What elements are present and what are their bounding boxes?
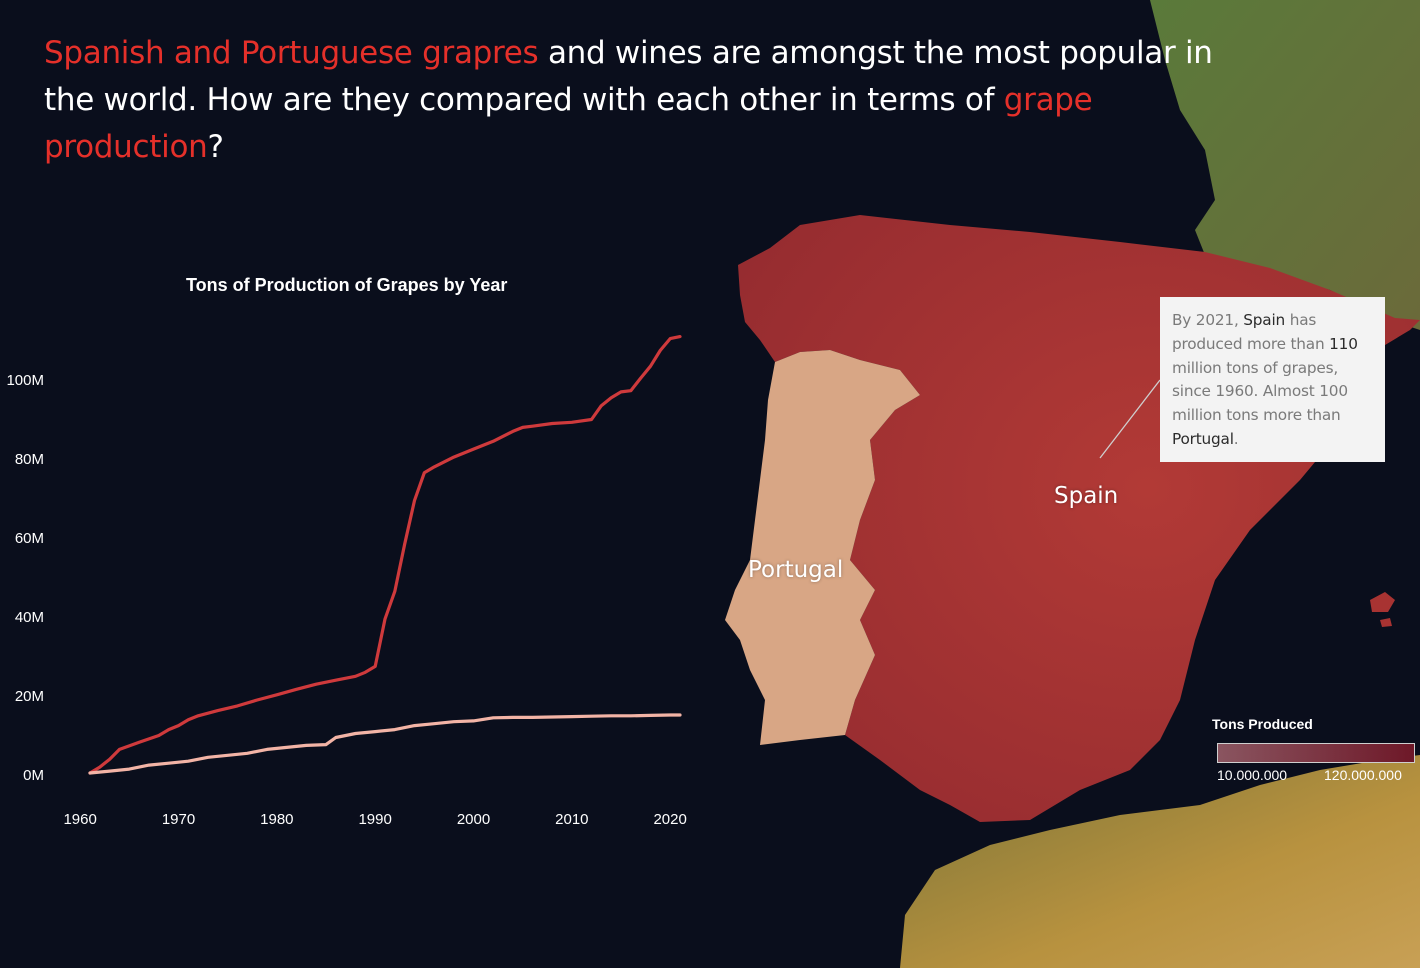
chart-title: Tons of Production of Grapes by Year: [186, 275, 508, 295]
annotation-text-1: By 2021,: [1172, 311, 1239, 329]
annotation-period: .: [1233, 429, 1239, 448]
annotation-value: 110: [1329, 334, 1358, 353]
headline: Spanish and Portuguese grapres and wines…: [44, 30, 1234, 171]
y-tick-label: 0M: [23, 767, 44, 784]
annotation-portugal: Portugal: [1172, 429, 1234, 448]
y-tick-label: 80M: [14, 451, 44, 468]
x-tick-label: 2000: [456, 811, 491, 828]
legend-title: Tons Produced: [1212, 716, 1313, 732]
x-tick-label: 1970: [161, 811, 196, 828]
y-tick-label: 20M: [14, 688, 44, 705]
legend-min-label: 10.000.000: [1217, 767, 1288, 783]
series-line-portugal: [88, 713, 682, 775]
headline-red-3: grape production: [44, 82, 1093, 165]
legend-max-label: 120.000.000: [1324, 767, 1402, 783]
annotation-text-3: has produced more than: [1172, 311, 1325, 353]
headline-red-1: Spanish and Portuguese grapres: [44, 35, 539, 71]
series-line-spain: [88, 335, 682, 775]
x-tick-label: 2020: [653, 811, 687, 828]
annotation-tooltip: By 2021, Spain has produced more than 11…: [1160, 297, 1385, 462]
france-land: [1150, 0, 1420, 330]
spain-label: Spain: [1054, 483, 1119, 509]
africa-land: [900, 755, 1420, 968]
balearic-island: [1370, 592, 1395, 612]
y-tick-label: 100M: [6, 372, 44, 389]
annotation-text-5: million tons of grapes, since 1960. Almo…: [1172, 358, 1348, 425]
x-tick-label: 1990: [358, 811, 392, 828]
x-tick-label: 1960: [63, 811, 97, 828]
portugal-region: [725, 350, 920, 745]
y-tick-label: 40M: [14, 609, 44, 626]
headline-text-2: and wines are amongst the most popular i…: [44, 35, 1213, 118]
annotation-spain: Spain: [1243, 311, 1286, 329]
portugal-label: Portugal: [748, 557, 844, 583]
x-tick-label: 1980: [260, 811, 294, 828]
y-tick-label: 60M: [14, 530, 44, 547]
x-tick-label: 2010: [555, 811, 589, 828]
legend-color-bar: [1217, 743, 1415, 763]
headline-text-4: ?: [207, 129, 224, 165]
